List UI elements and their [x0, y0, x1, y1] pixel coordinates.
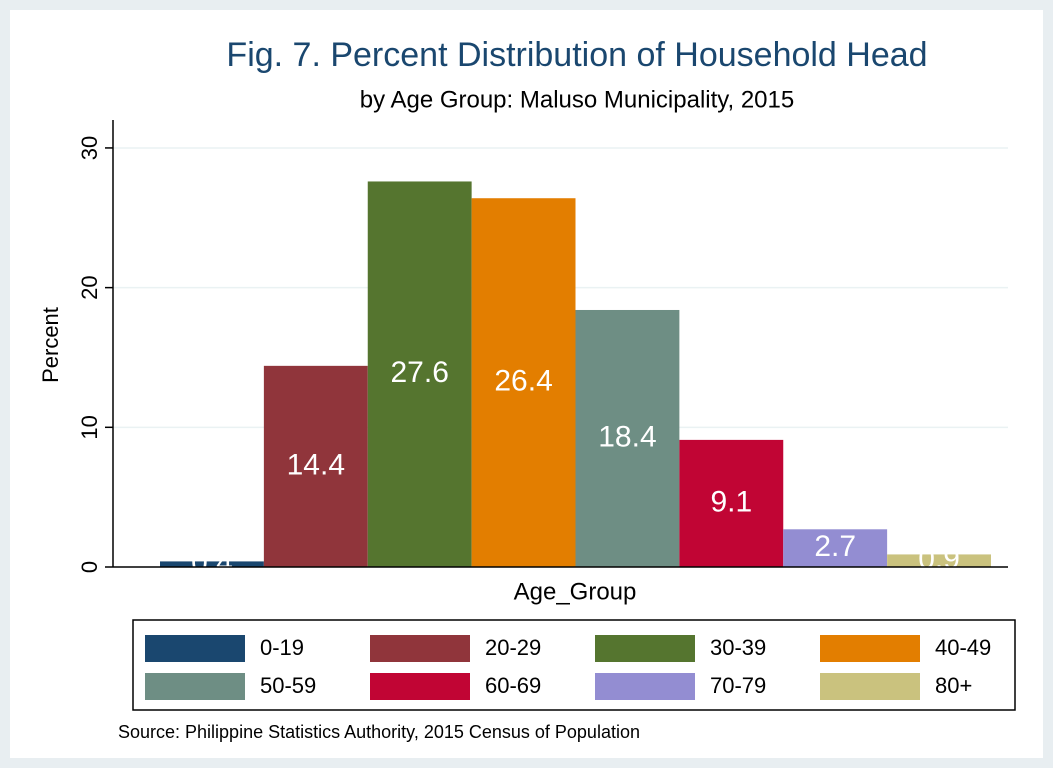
chart-title: Fig. 7. Percent Distribution of Househol… — [226, 36, 927, 74]
y-tick-label: 10 — [77, 415, 102, 439]
bar-value-label: 0.9 — [918, 543, 960, 576]
legend-swatch — [595, 673, 695, 700]
legend-label: 70-79 — [710, 673, 766, 698]
legend-swatch — [145, 673, 245, 700]
chart-subtitle: by Age Group: Maluso Municipality, 2015 — [360, 86, 794, 113]
legend-swatch — [820, 635, 920, 662]
legend-label: 50-59 — [260, 673, 316, 698]
legend-swatch — [595, 635, 695, 662]
legend-swatch — [370, 673, 470, 700]
y-tick-label: 20 — [77, 275, 102, 299]
legend-label: 80+ — [935, 673, 972, 698]
legend-label: 0-19 — [260, 635, 304, 660]
bar — [367, 181, 472, 567]
source-note: Source: Philippine Statistics Authority,… — [118, 722, 640, 742]
x-axis-label: Age_Group — [514, 578, 637, 605]
y-tick-label: 30 — [77, 136, 102, 160]
legend-swatch — [370, 635, 470, 662]
bar — [575, 309, 680, 567]
bar-value-label: 18.4 — [598, 420, 656, 453]
bar-value-label: 2.7 — [814, 530, 856, 563]
bar — [263, 365, 368, 567]
bar — [160, 561, 264, 567]
bar — [471, 198, 576, 567]
bar-value-label: 27.6 — [390, 356, 448, 389]
legend-swatch — [820, 673, 920, 700]
bar — [783, 529, 888, 567]
legend-label: 20-29 — [485, 635, 541, 660]
legend-swatch — [145, 635, 245, 662]
legend-label: 60-69 — [485, 673, 541, 698]
bar — [679, 439, 784, 567]
bar-value-label: 26.4 — [494, 365, 552, 398]
bar-value-label: 0.4 — [191, 546, 233, 579]
legend-label: 40-49 — [935, 635, 991, 660]
legend-label: 30-39 — [710, 635, 766, 660]
y-tick-label: 0 — [77, 561, 102, 573]
bar — [887, 554, 991, 567]
y-axis-label: Percent — [38, 307, 63, 383]
bar-value-label: 14.4 — [287, 448, 345, 481]
bar-value-label: 9.1 — [710, 485, 752, 518]
